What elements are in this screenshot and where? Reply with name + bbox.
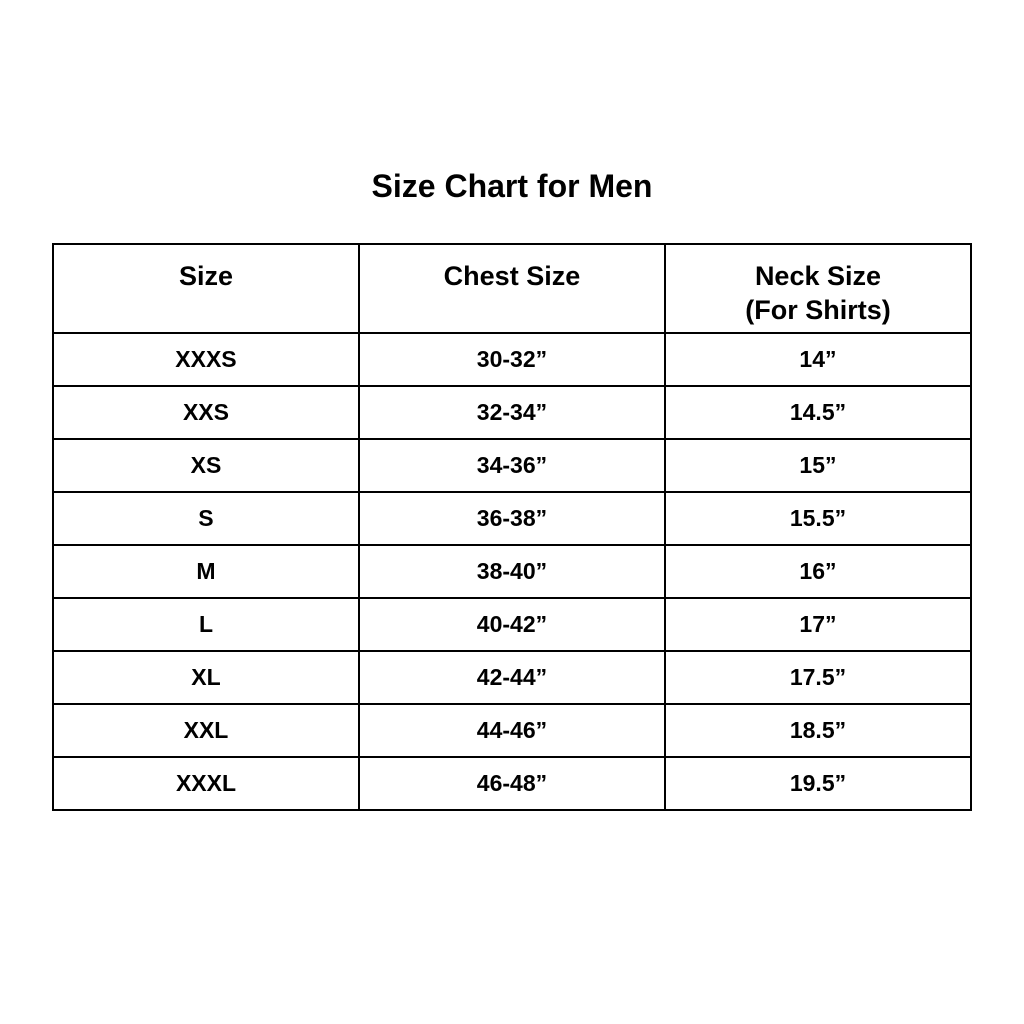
table-row: XL 42-44” 17.5” xyxy=(52,650,973,705)
cell-neck: 14” xyxy=(663,332,973,387)
cell-chest: 34-36” xyxy=(357,438,666,493)
cell-size: XXL xyxy=(52,703,360,758)
header-neck-note: (For Shirts) xyxy=(745,295,891,325)
page-title: Size Chart for Men xyxy=(371,168,653,204)
cell-neck: 17.5” xyxy=(663,650,973,705)
cell-size: L xyxy=(52,597,360,652)
cell-chest: 38-40” xyxy=(357,544,666,599)
header-chest-size: Chest Size xyxy=(357,243,666,334)
cell-size: S xyxy=(52,491,360,546)
cell-chest: 46-48” xyxy=(357,756,666,811)
cell-neck: 15.5” xyxy=(663,491,973,546)
cell-neck: 16” xyxy=(663,544,973,599)
table-row: M 38-40” 16” xyxy=(52,544,973,599)
cell-neck: 17” xyxy=(663,597,973,652)
cell-chest: 32-34” xyxy=(357,385,666,440)
cell-chest: 44-46” xyxy=(357,703,666,758)
cell-chest: 42-44” xyxy=(357,650,666,705)
table-row: XS 34-36” 15” xyxy=(52,438,973,493)
cell-chest: 40-42” xyxy=(357,597,666,652)
cell-size: M xyxy=(52,544,360,599)
header-neck-size: Neck Size (For Shirts) xyxy=(663,243,973,334)
table-row: XXL 44-46” 18.5” xyxy=(52,703,973,758)
cell-size: XXXL xyxy=(52,756,360,811)
size-table: Size Chest Size Neck Size (For Shirts) X… xyxy=(52,243,973,811)
cell-size: XXXS xyxy=(52,332,360,387)
header-neck-label: Neck Size xyxy=(754,261,882,291)
cell-neck: 15” xyxy=(663,438,973,493)
table-row: XXXS 30-32” 14” xyxy=(52,332,973,387)
table-row: XXS 32-34” 14.5” xyxy=(52,385,973,440)
table-row: L 40-42” 17” xyxy=(52,597,973,652)
cell-chest: 30-32” xyxy=(357,332,666,387)
header-size: Size xyxy=(52,243,360,334)
cell-size: XS xyxy=(52,438,360,493)
cell-neck: 19.5” xyxy=(663,756,973,811)
cell-neck: 14.5” xyxy=(663,385,973,440)
cell-size: XXS xyxy=(52,385,360,440)
table-header-row: Size Chest Size Neck Size (For Shirts) xyxy=(52,243,973,334)
cell-neck: 18.5” xyxy=(663,703,973,758)
table-row: XXXL 46-48” 19.5” xyxy=(52,756,973,811)
table-row: S 36-38” 15.5” xyxy=(52,491,973,546)
cell-size: XL xyxy=(52,650,360,705)
cell-chest: 36-38” xyxy=(357,491,666,546)
